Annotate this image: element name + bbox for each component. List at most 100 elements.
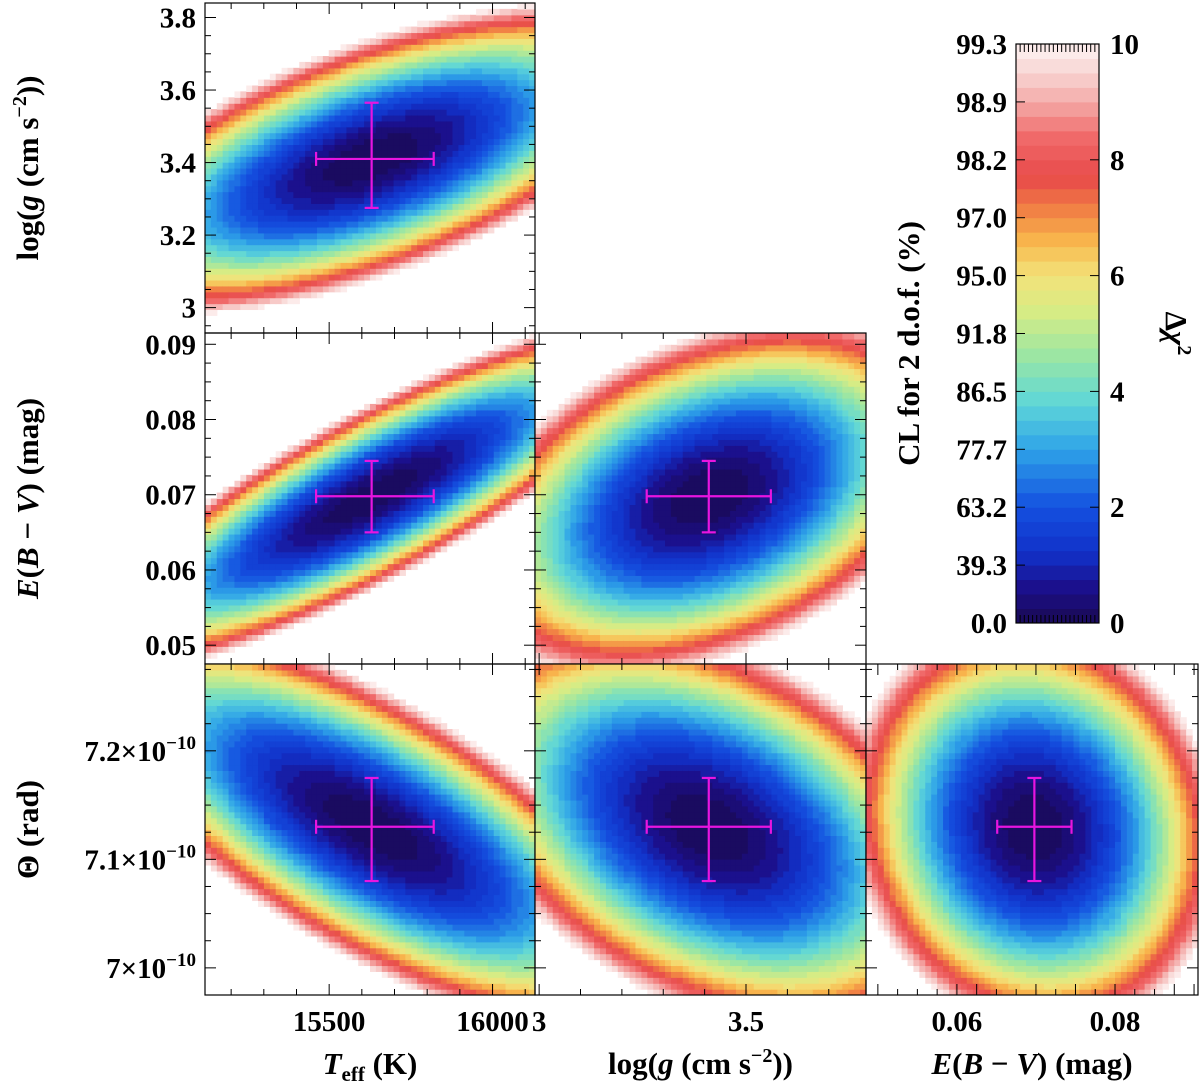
heatmap-cell — [340, 197, 348, 204]
heatmap-cell — [375, 468, 383, 476]
heatmap-cell — [281, 103, 289, 110]
heatmap-cell — [434, 421, 442, 429]
heatmap-cell — [605, 658, 613, 664]
heatmap-cell — [287, 587, 294, 594]
heatmap-cell — [216, 616, 224, 624]
heatmap-cell — [311, 504, 318, 511]
heatmap-cell — [299, 557, 306, 565]
heatmap-cell — [358, 256, 365, 263]
heatmap-cell — [275, 474, 283, 482]
heatmap-cell — [393, 516, 401, 523]
heatmap-cell — [428, 403, 436, 411]
heatmap-cell — [299, 587, 306, 594]
heatmap-cell — [517, 138, 524, 146]
heatmap-cell — [370, 44, 377, 51]
heatmap-cell — [452, 392, 459, 399]
heatmap-cell — [470, 486, 477, 494]
heatmap-cell — [370, 168, 377, 175]
heatmap-cell — [322, 144, 330, 151]
heatmap-cell — [287, 126, 294, 134]
heatmap-cell — [210, 291, 218, 299]
heatmap-cell — [411, 109, 418, 116]
heatmap-cell — [340, 256, 348, 263]
heatmap-cell — [629, 516, 637, 523]
heatmap-cell — [564, 598, 572, 606]
heatmap-cell — [399, 522, 406, 529]
heatmap-cell — [252, 581, 259, 588]
heatmap-cell — [617, 640, 625, 647]
heatmap-cell — [434, 179, 442, 187]
heatmap-cell — [476, 492, 483, 500]
heatmap-cell — [582, 522, 589, 529]
heatmap-cell — [240, 203, 247, 210]
heatmap-cell — [252, 109, 259, 116]
heatmap-cell — [505, 203, 513, 210]
heatmap-cell — [487, 8, 495, 16]
heatmap-cell — [258, 533, 265, 541]
heatmap-cell — [476, 185, 483, 193]
heatmap-cell — [216, 498, 224, 506]
heatmap-cell — [611, 604, 619, 612]
heatmap-cell — [464, 386, 471, 393]
heatmap-cell — [600, 433, 607, 440]
heatmap-cell — [517, 120, 524, 128]
heatmap-cell — [535, 463, 542, 470]
heatmap-cell — [588, 569, 595, 576]
heatmap-cell — [546, 610, 554, 618]
heatmap-cell — [293, 156, 300, 163]
heatmap-cell — [381, 415, 389, 423]
heatmap-cell — [240, 297, 247, 305]
heatmap-cell — [246, 486, 253, 494]
heatmap-cell — [281, 522, 289, 529]
heatmap-cell — [269, 274, 277, 281]
heatmap-cell — [311, 581, 318, 588]
heatmap-cell — [505, 38, 513, 45]
heatmap-logg-EBV — [535, 333, 866, 664]
heatmap-cell — [540, 646, 548, 653]
heatmap-cell — [316, 168, 324, 175]
heatmap-cell — [440, 109, 448, 116]
heatmap-cell — [352, 551, 359, 559]
heatmap-cell — [375, 126, 383, 134]
heatmap-cell — [293, 126, 300, 134]
heatmap-cell — [334, 593, 342, 600]
heatmap-cell — [434, 173, 442, 181]
heatmap-cell — [452, 61, 459, 69]
heatmap-cell — [600, 652, 607, 659]
heatmap-cell — [352, 262, 359, 269]
heatmap-cell — [234, 581, 241, 588]
heatmap-cell — [246, 138, 253, 146]
heatmap-cell — [263, 593, 271, 600]
heatmap-cell — [258, 628, 265, 636]
heatmap-cell — [653, 575, 660, 582]
heatmap-cell — [588, 575, 595, 582]
heatmap-cell — [511, 132, 518, 140]
heatmap-cell — [299, 262, 306, 269]
heatmap-cell — [470, 368, 477, 375]
heatmap-cell — [529, 386, 535, 393]
heatmap-cell — [387, 474, 395, 482]
heatmap-cell — [623, 510, 631, 517]
heatmap-cell — [476, 173, 483, 181]
heatmap-cell — [405, 67, 412, 75]
heatmap-cell — [358, 209, 365, 216]
heatmap-cell — [228, 191, 236, 199]
heatmap-cell — [281, 510, 289, 517]
heatmap-cell — [228, 598, 236, 606]
heatmap-cell — [252, 616, 259, 624]
heatmap-cell — [316, 85, 324, 92]
heatmap-cell — [470, 32, 477, 39]
heatmap-cell — [252, 268, 259, 275]
heatmap-cell — [205, 291, 212, 299]
heatmap-cell — [352, 85, 359, 92]
heatmap-cell — [275, 297, 283, 305]
heatmap-cell — [529, 463, 535, 470]
heatmap-cell — [293, 144, 300, 151]
heatmap-cell — [600, 392, 607, 399]
heatmap-cell — [629, 616, 637, 624]
heatmap-cell — [552, 498, 560, 506]
heatmap-cell — [222, 593, 230, 600]
heatmap-cell — [529, 179, 535, 187]
heatmap-cell — [529, 44, 535, 51]
heatmap-cell — [517, 132, 524, 140]
